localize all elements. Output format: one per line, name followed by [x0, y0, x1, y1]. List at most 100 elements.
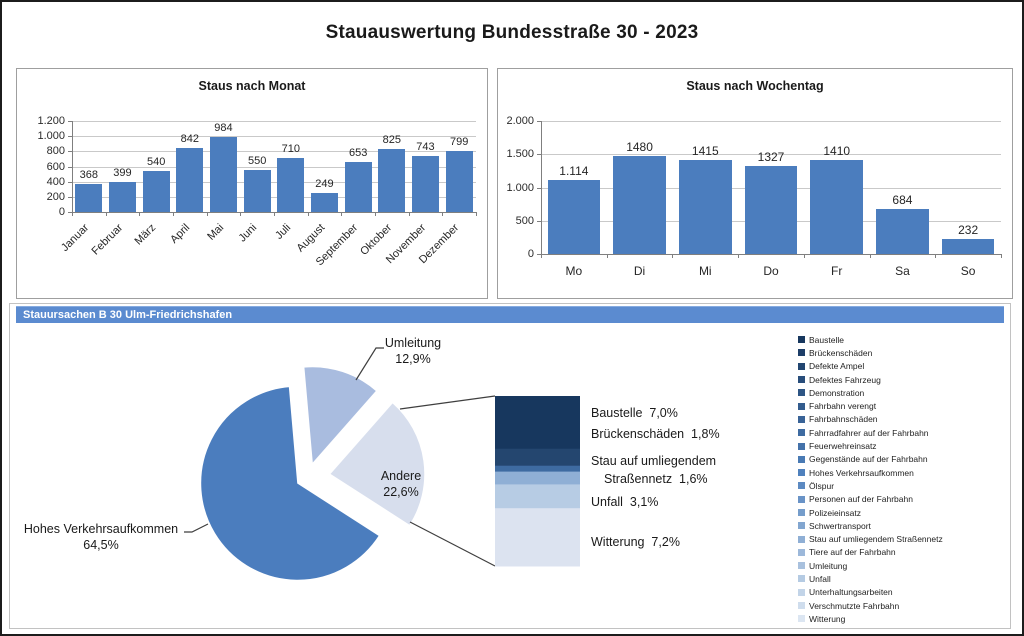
y-tick-label: 200 — [46, 190, 65, 203]
bar-value-label: 710 — [281, 143, 300, 156]
bar-Do — [744, 165, 798, 254]
y-tick — [537, 154, 541, 156]
legend-swatch — [798, 376, 805, 384]
slice-label-umleitung: Umleitung 12,9% — [372, 335, 454, 367]
slice-value-label: 12,9% — [395, 352, 431, 366]
x-category-label: Dezember — [417, 221, 462, 267]
slice-label-andere: Andere 22,6% — [354, 468, 448, 500]
legend-swatch — [798, 469, 805, 477]
legend-swatch — [798, 509, 805, 516]
legend-swatch — [798, 562, 805, 570]
y-tick-label: 1.000 — [506, 181, 534, 194]
month-chart-title: Staus nach Monat — [198, 79, 306, 93]
y-tick-label: 500 — [515, 214, 534, 227]
y-tick — [68, 151, 72, 153]
connector-top — [399, 395, 496, 410]
bar-Februar — [109, 181, 136, 212]
legend-swatch — [798, 442, 805, 450]
breakdown-label-line: Stau auf umliegendem — [591, 454, 717, 468]
legend-label: Defekte Ampel — [809, 361, 865, 372]
legend-swatch — [798, 535, 805, 543]
legend-swatch — [798, 482, 805, 490]
bar-value-label: 825 — [382, 134, 401, 147]
slice-value-label: 22,6% — [383, 485, 419, 499]
legend-item: Verschmutzte Fahrbahn — [798, 599, 1010, 612]
legend-swatch — [798, 495, 805, 503]
legend-item: Personen auf der Fahrbahn — [798, 493, 1010, 506]
x-tick — [72, 212, 73, 216]
x-tick — [139, 212, 141, 216]
slice-label-line: Umleitung — [384, 336, 442, 350]
legend-item: Fahrbahnschäden — [798, 413, 1010, 426]
breakdown-label-line: Brückenschäden 1,8% — [591, 427, 720, 441]
legend-label: Ölspur — [809, 480, 835, 491]
bar-Juli — [277, 158, 305, 212]
gridline — [541, 154, 1001, 156]
slice-label-line: Andere — [380, 469, 422, 483]
x-tick — [442, 212, 444, 216]
legend-item: Feuerwehreinsatz — [798, 439, 1010, 452]
leader-umleitung — [355, 347, 384, 381]
x-tick — [606, 254, 608, 258]
bar-value-label: 368 — [79, 169, 98, 182]
x-tick — [173, 212, 174, 216]
causes-pie-chart: Stauursachen B 30 Ulm-Friedrichshafen Ho… — [9, 303, 1011, 629]
legend-label: Unfall — [809, 573, 831, 584]
x-tick — [672, 254, 674, 258]
legend-item: Ölspur — [798, 479, 1010, 492]
leader-hohes-verkehrsaufkommen — [184, 523, 209, 533]
legend-label: Gegenstände auf der Fahrbahn — [809, 454, 928, 465]
bar-value-label: 1480 — [626, 139, 653, 154]
bar-Mai — [210, 137, 237, 212]
x-tick — [274, 212, 275, 216]
x-category-label: Fr — [831, 264, 843, 278]
breakdown-label-line: Straßennetz 1,6% — [604, 472, 708, 486]
x-category-label: Do — [763, 264, 779, 278]
x-tick — [341, 212, 343, 216]
y-tick-label: 1.500 — [506, 148, 534, 161]
legend-item: Stau auf umliegendem Straßennetz — [798, 532, 1010, 545]
y-tick-label: 0 — [58, 206, 65, 218]
bar-value-label: 743 — [416, 140, 435, 153]
bar-value-label: 1415 — [691, 143, 719, 158]
y-tick — [68, 212, 72, 213]
bar-value-label: 799 — [449, 136, 469, 149]
y-tick — [68, 196, 72, 198]
bar-value-label: 1327 — [757, 149, 785, 164]
pie-of-bar-graphic — [184, 347, 580, 581]
bar-Mi — [679, 159, 732, 254]
pie-slice-umleitung — [303, 366, 378, 465]
legend-label: Personen auf der Fahrbahn — [809, 494, 913, 505]
legend-label: Hohes Verkehrsaufkommen — [809, 467, 914, 478]
x-tick — [1001, 254, 1002, 258]
weekday-bar-chart: Staus nach Wochentag 2.000 1.500 1.000 500 0… — [497, 68, 1013, 299]
bar-Mo — [547, 179, 601, 254]
legend-item: Schwertransport — [798, 519, 1010, 532]
x-category-label: Di — [633, 264, 646, 278]
legend-label: Feuerwehreinsatz — [809, 441, 877, 452]
x-tick — [105, 212, 107, 216]
legend-swatch — [798, 575, 805, 583]
legend-label: Witterung — [809, 613, 846, 624]
legend-label: Polizeieinsatz — [809, 507, 861, 518]
bar-value-label: 1.114 — [559, 163, 589, 178]
breakdown-label-baustelle: Baustelle 7,0% — [591, 404, 678, 422]
legend-item: Polizeieinsatz — [798, 506, 1010, 519]
breakdown-label-line: Baustelle 7,0% — [591, 406, 678, 420]
legend-swatch — [798, 548, 805, 556]
legend-swatch — [798, 429, 805, 437]
gridline — [72, 196, 476, 198]
bar-value-label: 684 — [892, 192, 913, 207]
y-tick — [537, 121, 541, 122]
bar-segment-brueckenschaeden — [495, 448, 580, 467]
gridline — [72, 136, 476, 138]
y-tick — [68, 166, 72, 168]
legend-label: Demonstration — [809, 387, 865, 398]
legend-label: Tiere auf der Fahrbahn — [809, 547, 896, 558]
x-tick — [803, 254, 805, 258]
legend-swatch — [798, 336, 805, 344]
legend-label: Stau auf umliegendem Straßennetz — [809, 534, 943, 545]
y-axis — [541, 121, 542, 254]
bar-value-label: 399 — [113, 166, 132, 179]
legend-label: Defektes Fahrzeug — [809, 374, 881, 385]
